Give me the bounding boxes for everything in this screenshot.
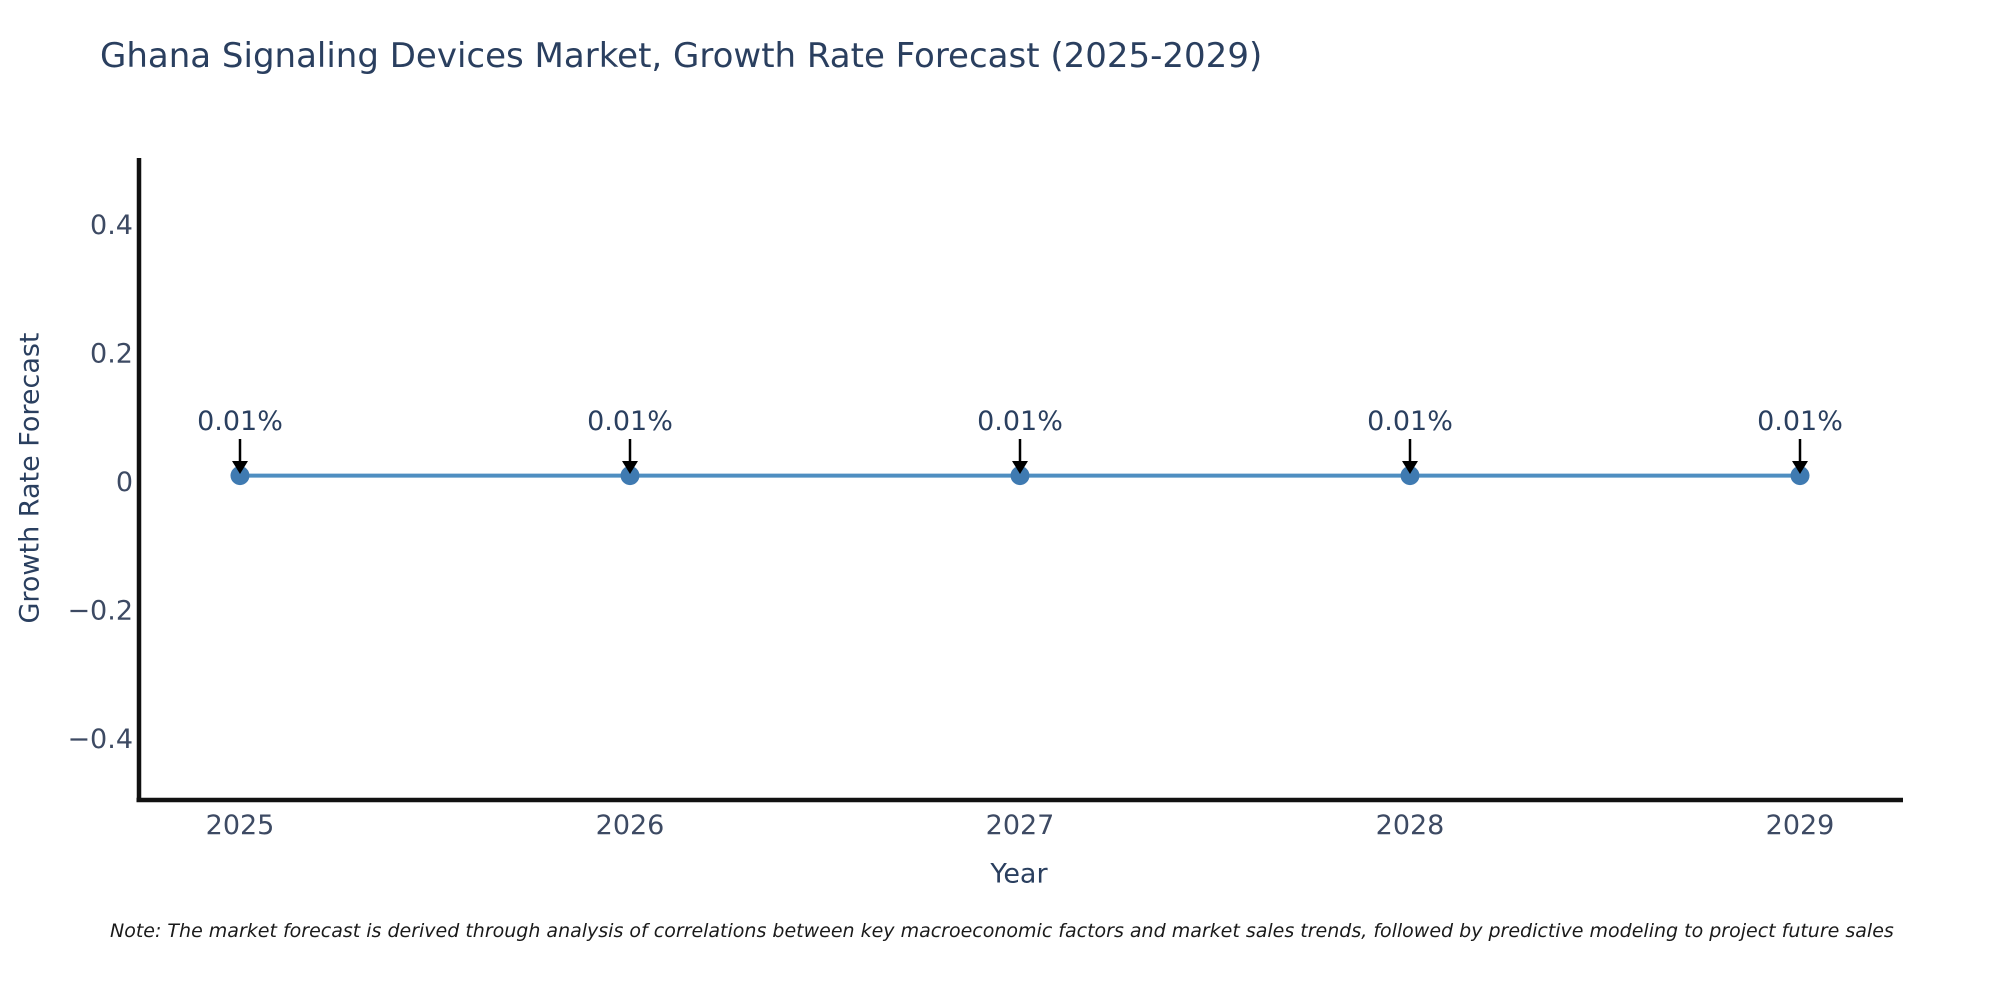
data-point-marker[interactable]: [1400, 466, 1420, 486]
x-tick-label: 2028: [1376, 810, 1445, 841]
chart-footnote: Note: The market forecast is derived thr…: [110, 920, 1894, 942]
data-point-marker[interactable]: [1010, 466, 1030, 486]
y-tick-label: 0: [116, 467, 133, 498]
chart-title: Ghana Signaling Devices Market, Growth R…: [100, 36, 1263, 76]
point-annotation-label: 0.01%: [977, 406, 1063, 437]
x-tick-label: 2029: [1766, 810, 1835, 841]
x-tick-label: 2027: [986, 810, 1055, 841]
x-tick-label: 2026: [596, 810, 665, 841]
y-tick-label: 0.2: [90, 339, 133, 370]
x-tick-label: 2025: [206, 810, 275, 841]
y-tick-label: −0.4: [67, 724, 133, 755]
annotation-arrowhead-icon: [1792, 461, 1808, 474]
y-tick-label: 0.4: [90, 210, 133, 241]
x-axis-title: Year: [990, 858, 1048, 890]
data-point-marker[interactable]: [620, 466, 640, 486]
annotation-arrowhead-icon: [622, 461, 638, 474]
point-annotation-label: 0.01%: [1367, 406, 1453, 437]
point-annotation-label: 0.01%: [197, 406, 283, 437]
annotation-arrowhead-icon: [1012, 461, 1028, 474]
data-point-marker[interactable]: [1790, 466, 1810, 486]
y-tick-label: −0.2: [67, 595, 133, 626]
point-annotation-label: 0.01%: [1757, 406, 1843, 437]
point-annotation-label: 0.01%: [587, 406, 673, 437]
annotation-arrowhead-icon: [1402, 461, 1418, 474]
annotation-arrowhead-icon: [232, 461, 248, 474]
data-point-marker[interactable]: [230, 466, 250, 486]
